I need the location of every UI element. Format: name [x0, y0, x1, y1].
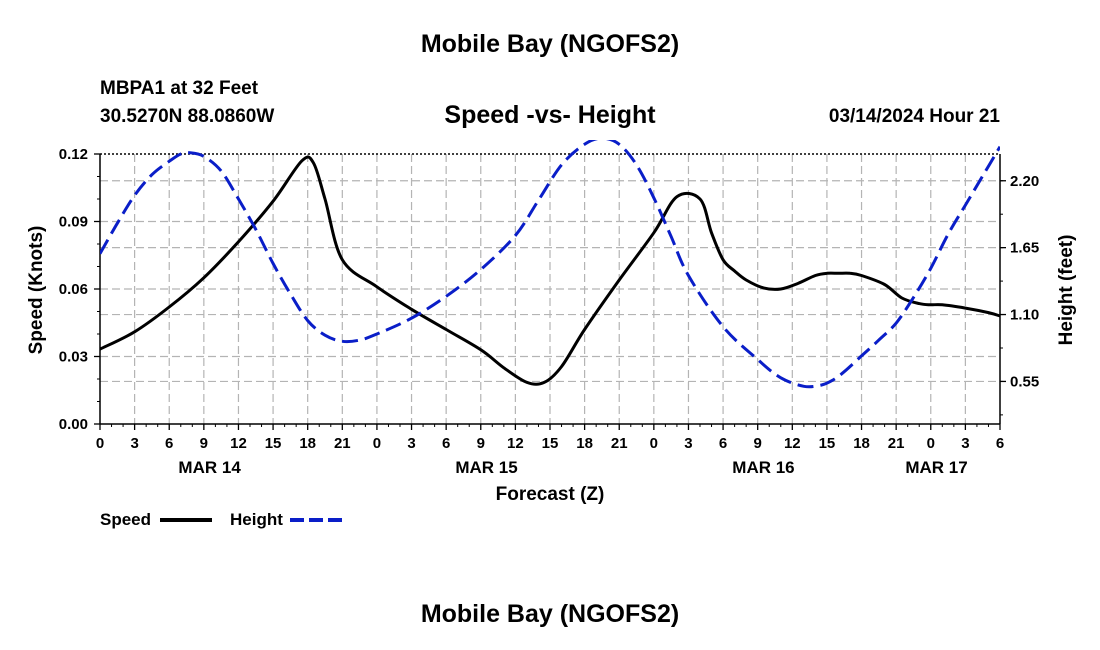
x-tick-label: 9 [754, 435, 762, 452]
chart-subtitle: Speed -vs- Height [444, 101, 656, 129]
series-line-height [100, 140, 1000, 389]
x-tick-label: 21 [611, 435, 628, 452]
x-tick-label: 18 [299, 435, 316, 452]
x-tick-label: 0 [650, 435, 658, 452]
x-tick-label: 3 [407, 435, 415, 452]
footer-title: Mobile Bay (NGOFS2) [420, 600, 680, 628]
x-tick-label: 9 [477, 435, 485, 452]
x-tick-label: 18 [853, 435, 870, 452]
y2-axis-label: Height (feet) [1056, 235, 1077, 346]
x-tick-label: 9 [200, 435, 208, 452]
x-tick-label: 15 [265, 435, 282, 452]
y2-tick-label: 1.10 [1010, 307, 1039, 324]
y-tick-label: 0.12 [59, 146, 88, 163]
y-tick-label: 0.03 [59, 349, 88, 366]
x-tick-label: 15 [819, 435, 836, 452]
y2-tick-label: 0.55 [1010, 373, 1039, 390]
x-tick-label: 12 [507, 435, 524, 452]
y-tick-label: 0.06 [59, 281, 88, 298]
x-date-label: MAR 15 [455, 458, 517, 477]
x-tick-label: 6 [719, 435, 727, 452]
x-date-label: MAR 16 [732, 458, 794, 477]
x-tick-label: 21 [334, 435, 351, 452]
x-axis-label: Forecast (Z) [496, 484, 605, 505]
series [100, 140, 1000, 389]
forecast-datetime: 03/14/2024 Hour 21 [828, 106, 1000, 127]
x-tick-label: 6 [165, 435, 173, 452]
x-tick-label: 12 [230, 435, 247, 452]
x-tick-label: 15 [542, 435, 559, 452]
station-coordinates: 30.5270N 88.0860W [100, 106, 275, 127]
chart-title: Mobile Bay (NGOFS2) [420, 30, 680, 58]
x-tick-label: 3 [961, 435, 969, 452]
series-line-speed [100, 155, 1000, 386]
y-axis-label: Speed (Knots) [26, 226, 47, 355]
legend: Speed Height [100, 510, 342, 529]
x-tick-label: 3 [130, 435, 138, 452]
legend-label-speed: Speed [100, 510, 151, 529]
y2-tick-label: 1.65 [1010, 240, 1039, 257]
x-tick-label: 0 [96, 435, 104, 452]
x-tick-label: 0 [373, 435, 381, 452]
station-label: MBPA1 at 32 Feet [100, 78, 259, 99]
x-date-label: MAR 14 [178, 458, 241, 477]
x-tick-label: 6 [996, 435, 1004, 452]
y2-tick-label: 2.20 [1010, 173, 1039, 190]
grid [100, 154, 1000, 424]
x-date-label: MAR 17 [905, 458, 967, 477]
x-tick-label: 18 [576, 435, 593, 452]
x-tick-label: 3 [684, 435, 692, 452]
y-tick-label: 0.00 [59, 416, 88, 433]
axes: 0 3 6 9 12 15 18 21 0 3 6 9 12 15 18 21 0 3 6 9 12 15 18 21 0 3 6M… [59, 146, 1039, 477]
y-tick-label: 0.09 [59, 214, 88, 231]
legend-label-height: Height [230, 510, 283, 529]
x-tick-label: 6 [442, 435, 450, 452]
x-tick-label: 0 [927, 435, 935, 452]
x-tick-label: 12 [784, 435, 801, 452]
x-tick-label: 21 [888, 435, 905, 452]
